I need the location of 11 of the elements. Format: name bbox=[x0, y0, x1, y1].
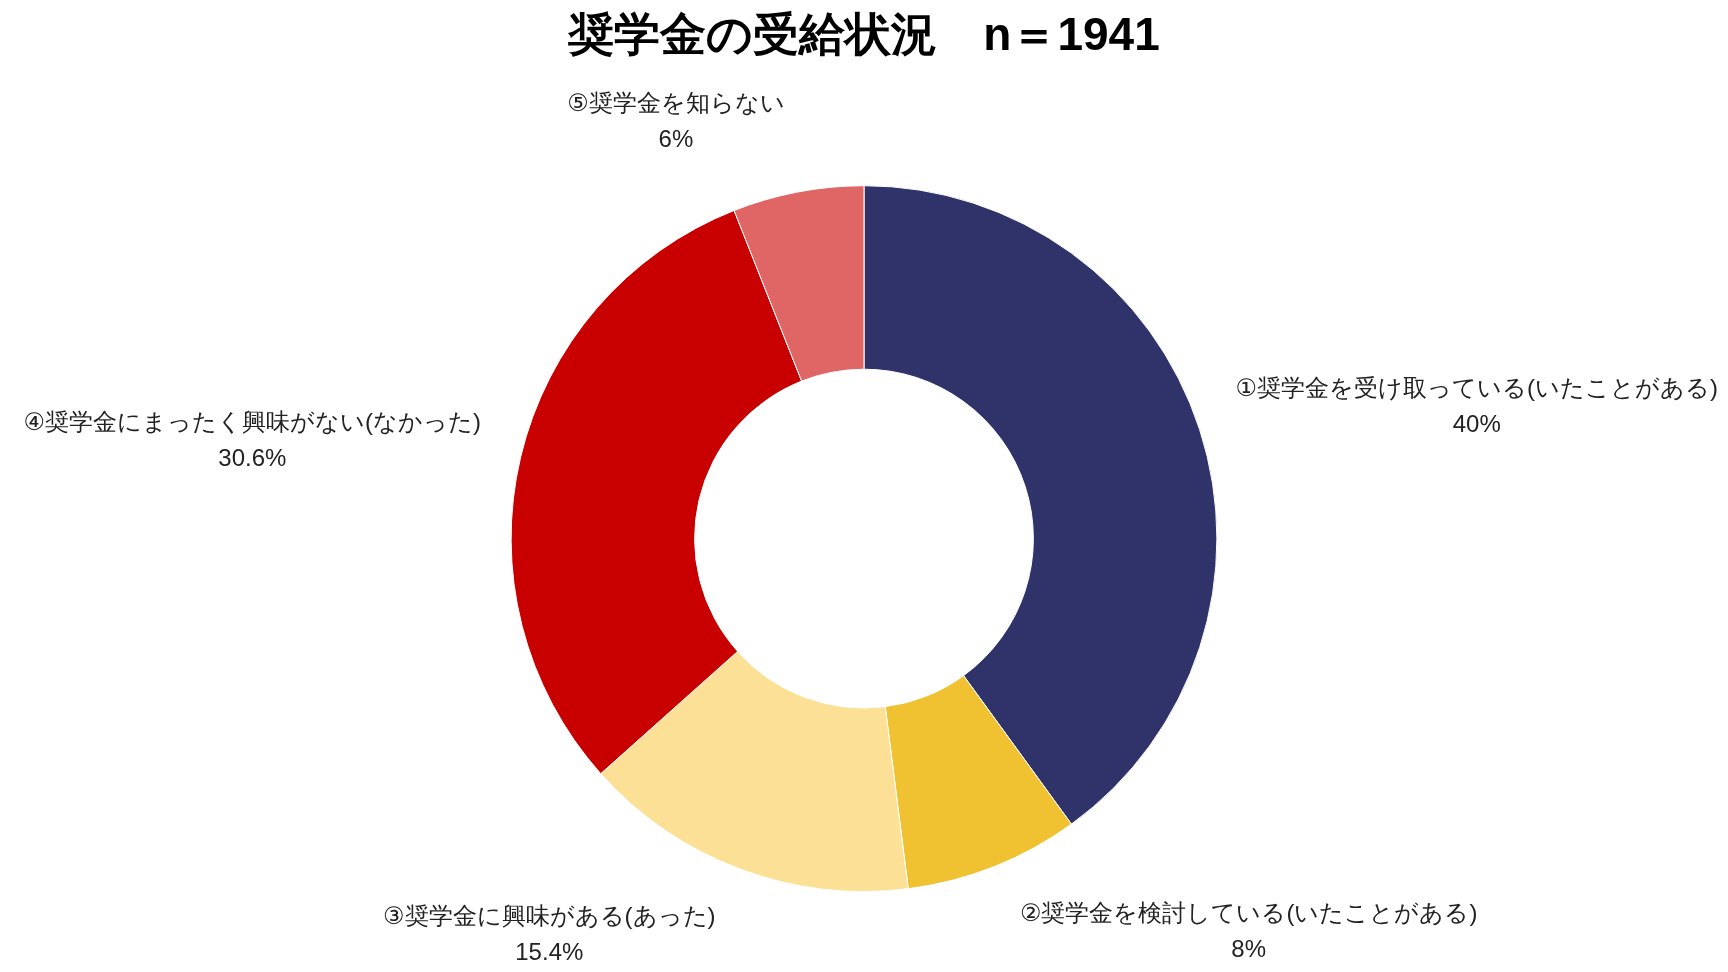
data-label: 8% bbox=[1231, 934, 1266, 962]
data-label: 40% bbox=[1452, 410, 1501, 438]
data-label: 6% bbox=[658, 125, 694, 153]
slice-label: ③奨学金に興味がある(あった) bbox=[383, 901, 716, 929]
chart-title: 奨学金の受給状況 n＝1941 bbox=[567, 8, 1160, 61]
slice-label: ⑤奨学金を知らない bbox=[567, 89, 785, 117]
slice-label: ④奨学金にまったく興味がない(なかった) bbox=[23, 407, 482, 435]
data-label: 30.6% bbox=[218, 443, 287, 471]
data-label: 15.4% bbox=[515, 937, 584, 965]
slice-label: ②奨学金を検討している(いたことがある) bbox=[1019, 898, 1478, 926]
slice-label: ①奨学金を受け取っている(いたことがある) bbox=[1235, 374, 1718, 402]
